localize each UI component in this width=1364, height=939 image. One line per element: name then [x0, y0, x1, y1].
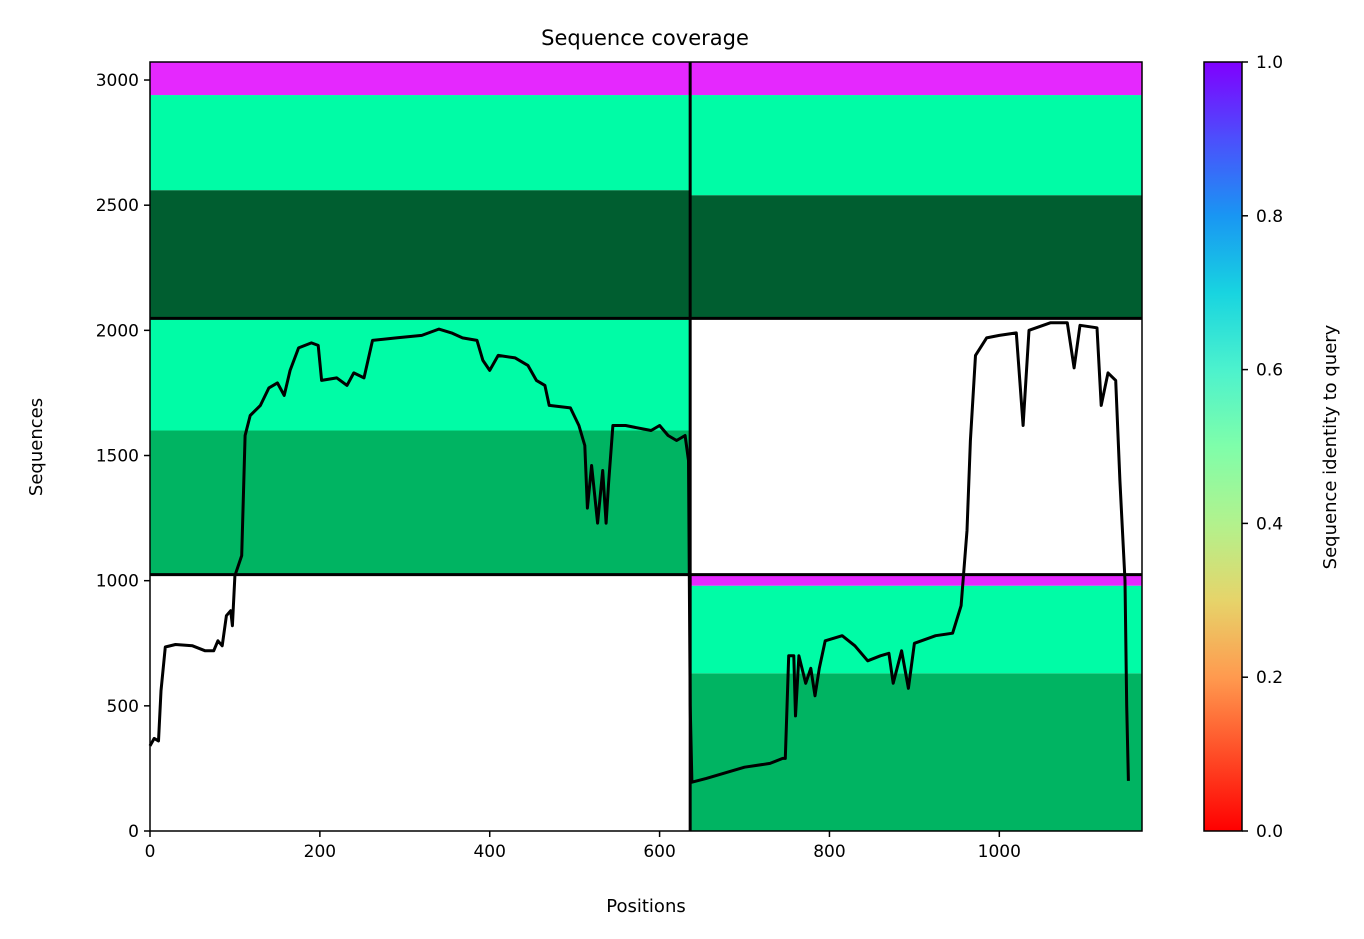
colorbar-label: Sequence identity to query: [1320, 324, 1341, 569]
x-tick-label: 0: [145, 842, 156, 862]
colorbar-tick-label: 0.4: [1256, 514, 1283, 534]
y-axis-label: Sequences: [26, 398, 47, 496]
colorbar-tick-label: 0.6: [1256, 361, 1283, 381]
y-tick-label: 0: [128, 822, 139, 842]
colorbar-tick-label: 0.2: [1256, 668, 1283, 688]
colorbar-tick-label: 0.8: [1256, 207, 1283, 227]
x-axis-label: Positions: [606, 896, 685, 917]
coverage-block-10: [690, 574, 1142, 586]
colorbar-tick-label: 0.0: [1256, 822, 1283, 842]
y-tick-label: 3000: [96, 71, 139, 91]
coverage-block-3: [690, 195, 1142, 319]
coverage-block-5: [690, 62, 1142, 96]
plot-frame: [149, 61, 1143, 832]
y-tick-label: 2500: [96, 196, 139, 216]
chart-title: Sequence coverage: [541, 26, 749, 50]
y-tick-label: 500: [107, 697, 139, 717]
y-axis-ticks: 0 500 1000 1500 2000 2500 3000: [96, 71, 150, 842]
coverage-block-9: [690, 585, 1142, 674]
x-tick-label: 600: [643, 842, 675, 862]
y-tick-label: 1500: [96, 447, 139, 467]
coverage-line: [148, 321, 1130, 784]
coverage-block-1: [150, 95, 691, 191]
coverage-block-2: [150, 62, 691, 96]
plot-area: [148, 61, 1143, 832]
colorbar-ticks: 0.0 0.2 0.4 0.6 0.8 1.0: [1242, 53, 1283, 842]
coverage-block-6: [150, 430, 691, 575]
x-tick-label: 400: [473, 842, 505, 862]
x-tick-label: 800: [813, 842, 845, 862]
x-tick-label: 200: [304, 842, 336, 862]
colorbar-gradient: [1203, 61, 1243, 832]
coverage-blocks: [150, 62, 1142, 831]
coverage-block-8: [690, 673, 1142, 831]
colorbar-tick-label: 1.0: [1256, 53, 1283, 73]
coverage-block-0: [150, 190, 691, 319]
x-tick-label: 1000: [978, 842, 1021, 862]
colorbar: 0.0 0.2 0.4 0.6 0.8 1.0 Sequence identity to …: [1203, 53, 1341, 842]
x-axis-ticks: 0 200 400 600 800 1000: [145, 831, 1021, 862]
y-tick-label: 1000: [96, 572, 139, 592]
y-tick-label: 2000: [96, 321, 139, 341]
coverage-block-4: [690, 95, 1142, 196]
